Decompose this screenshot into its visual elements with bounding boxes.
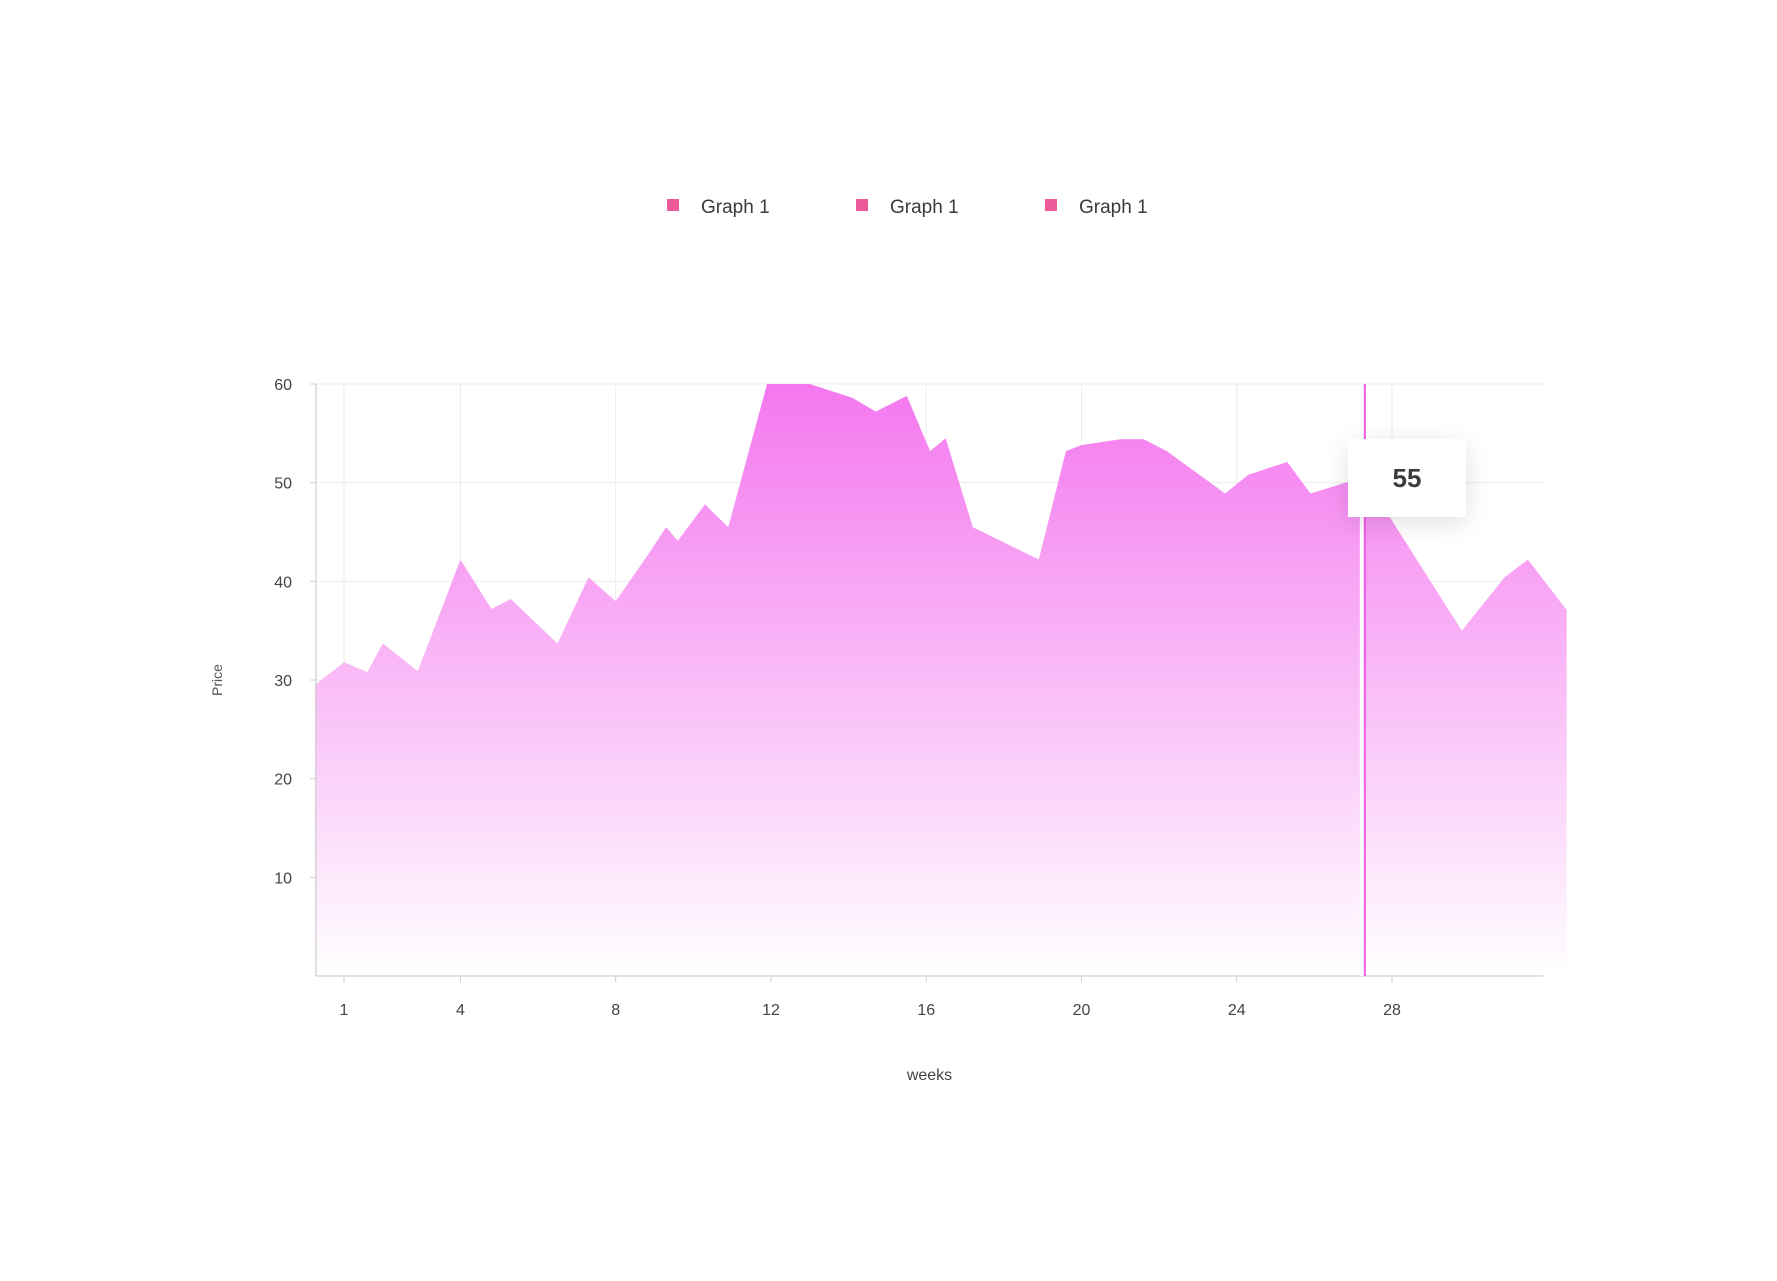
y-tick-label: 50 (274, 476, 292, 493)
legend-swatch (856, 199, 868, 211)
legend-item-graph-2[interactable]: Graph 1 (856, 188, 959, 228)
y-tick-label: 20 (274, 772, 292, 789)
legend-label: Graph 1 (1079, 197, 1148, 218)
x-tick-label: 16 (917, 1002, 935, 1019)
x-tick-label: 24 (1228, 1002, 1246, 1019)
legend-item-graph-1[interactable]: Graph 1 (667, 188, 770, 228)
legend-item-graph-3[interactable]: Graph 1 (1045, 188, 1148, 228)
legend-swatch (1045, 199, 1057, 211)
legend: Graph 1 Graph 1 Graph 1 (0, 188, 1777, 228)
y-tick-label: 40 (274, 574, 292, 591)
axes (310, 383, 1543, 982)
x-tick-label: 20 (1073, 1002, 1091, 1019)
legend-swatch (667, 199, 679, 211)
value-tooltip: 55 (1348, 439, 1466, 517)
y-axis-label: Price (209, 664, 225, 696)
cursor-shadow (1359, 476, 1365, 976)
x-axis-label: weeks (906, 1067, 952, 1084)
x-tick-label: 28 (1383, 1002, 1401, 1019)
legend-label: Graph 1 (701, 197, 770, 218)
x-tick-label: 4 (456, 1002, 465, 1019)
y-tick-label: 30 (274, 673, 292, 690)
area-series[interactable] (314, 384, 1567, 976)
y-tick-label: 10 (274, 870, 292, 887)
legend-label: Graph 1 (890, 197, 959, 218)
y-tick-label: 60 (274, 377, 292, 394)
x-tick-label: 8 (611, 1002, 620, 1019)
x-tick-label: 12 (762, 1002, 780, 1019)
x-tick-label: 1 (340, 1002, 349, 1019)
tooltip-value: 55 (1392, 462, 1422, 493)
tick-labels: 10 20 30 40 50 60 1 4 8 12 16 20 24 28 (274, 377, 1401, 1019)
